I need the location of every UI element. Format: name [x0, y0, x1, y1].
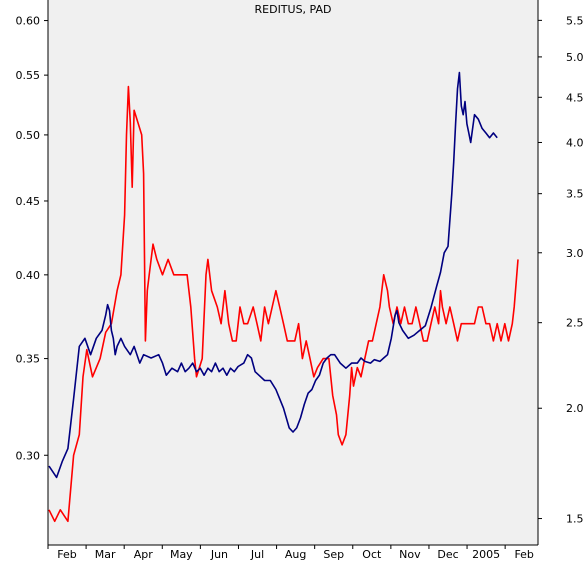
x-tick-label: Apr: [134, 548, 154, 561]
left-tick-label: 0.40: [16, 269, 41, 282]
right-tick-label: 2.0: [566, 402, 584, 415]
x-tick-label: Jun: [210, 548, 228, 561]
right-tick-label: 5.0: [566, 51, 584, 64]
series-layer: [48, 71, 519, 523]
x-tick-label: Jul: [250, 548, 264, 561]
x-tick-label: Aug: [285, 548, 306, 561]
plot-area: [48, 0, 538, 545]
x-tick-label: Dec: [437, 548, 458, 561]
left-tick-label: 0.60: [16, 15, 41, 28]
left-tick-label: 0.45: [16, 195, 41, 208]
right-tick-label: 4.5: [566, 91, 584, 104]
x-tick-label: Oct: [362, 548, 382, 561]
right-tick-label: 1.5: [566, 513, 584, 526]
blue-series-line: [48, 71, 498, 479]
right-tick-label: 5.5: [566, 14, 584, 27]
left-tick-label: 0.35: [16, 353, 41, 366]
left-tick-label: 0.50: [16, 129, 41, 142]
right-tick-label: 3.0: [566, 247, 584, 260]
x-tick-label: Nov: [399, 548, 421, 561]
x-tick-label: Mar: [95, 548, 116, 561]
right-tick-label: 3.5: [566, 188, 584, 201]
red-series-line: [48, 85, 519, 523]
right-tick-label: 2.5: [566, 317, 584, 330]
x-tick-label: May: [170, 548, 193, 561]
x-tick-label: Feb: [514, 548, 533, 561]
left-axis-ticks: 0.60 0.55 0.50 0.45 0.40 0.35 0.30: [16, 15, 48, 462]
right-axis-ticks: 5.5 5.0 4.5 4.0 3.5 3.0 2.5 2.0 1.5: [538, 14, 584, 526]
x-tick-label: Feb: [57, 548, 76, 561]
chart-title: REDITUS, PAD: [255, 3, 332, 16]
x-tick-label: 2005: [472, 548, 500, 561]
left-tick-label: 0.30: [16, 449, 41, 462]
right-tick-label: 4.0: [566, 136, 584, 149]
left-tick-label: 0.55: [16, 69, 41, 82]
x-axis-ticks: Feb Mar Apr May Jun Jul Aug Sep Oct Nov Dec 2005 Feb: [47, 545, 534, 561]
x-tick-label: Sep: [323, 548, 344, 561]
